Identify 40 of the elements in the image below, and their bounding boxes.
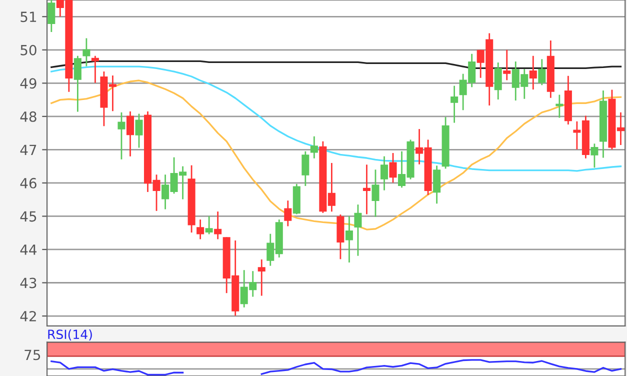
candlestick bbox=[118, 112, 126, 160]
candlestick bbox=[590, 144, 598, 168]
candlestick bbox=[135, 114, 143, 148]
candlestick bbox=[196, 220, 204, 240]
y-tick-label: 49 bbox=[20, 78, 36, 89]
candlestick bbox=[354, 204, 362, 256]
candlestick bbox=[389, 152, 397, 183]
candlestick bbox=[82, 38, 90, 66]
y-tick-label: 45 bbox=[20, 211, 36, 222]
candlestick bbox=[503, 50, 511, 80]
candlestick bbox=[302, 151, 310, 186]
y-tick-label: 43 bbox=[20, 278, 36, 288]
line-series bbox=[50, 80, 622, 230]
candlestick bbox=[214, 212, 222, 240]
candlestick bbox=[372, 170, 380, 217]
candlestick bbox=[258, 259, 266, 296]
candlestick bbox=[74, 56, 82, 112]
candlestick bbox=[538, 59, 546, 86]
candlestick bbox=[126, 111, 134, 156]
y-tick-label: 47 bbox=[20, 144, 36, 155]
candlestick bbox=[345, 216, 353, 262]
y-tick-label: 51 bbox=[20, 12, 36, 22]
candlestick bbox=[556, 94, 564, 118]
y-tick-label: 42 bbox=[20, 310, 36, 322]
candlestick bbox=[284, 200, 292, 226]
candlestick bbox=[380, 156, 388, 190]
y-tick-label: 50 bbox=[20, 44, 36, 56]
y-tick-label: 48 bbox=[20, 111, 36, 122]
text: 75 bbox=[24, 350, 40, 360]
candlestick bbox=[529, 56, 537, 90]
candlestick bbox=[450, 86, 458, 123]
candlestick bbox=[205, 216, 213, 234]
candlestick bbox=[362, 164, 370, 214]
candlestick bbox=[433, 166, 441, 204]
y-tick-label: 44 bbox=[20, 244, 37, 255]
candlestick bbox=[91, 56, 99, 83]
y-tick-label: 46 bbox=[20, 178, 36, 188]
candlestick bbox=[494, 62, 502, 100]
candlestick bbox=[310, 136, 318, 158]
chart-title: RSI(14) bbox=[48, 329, 92, 341]
